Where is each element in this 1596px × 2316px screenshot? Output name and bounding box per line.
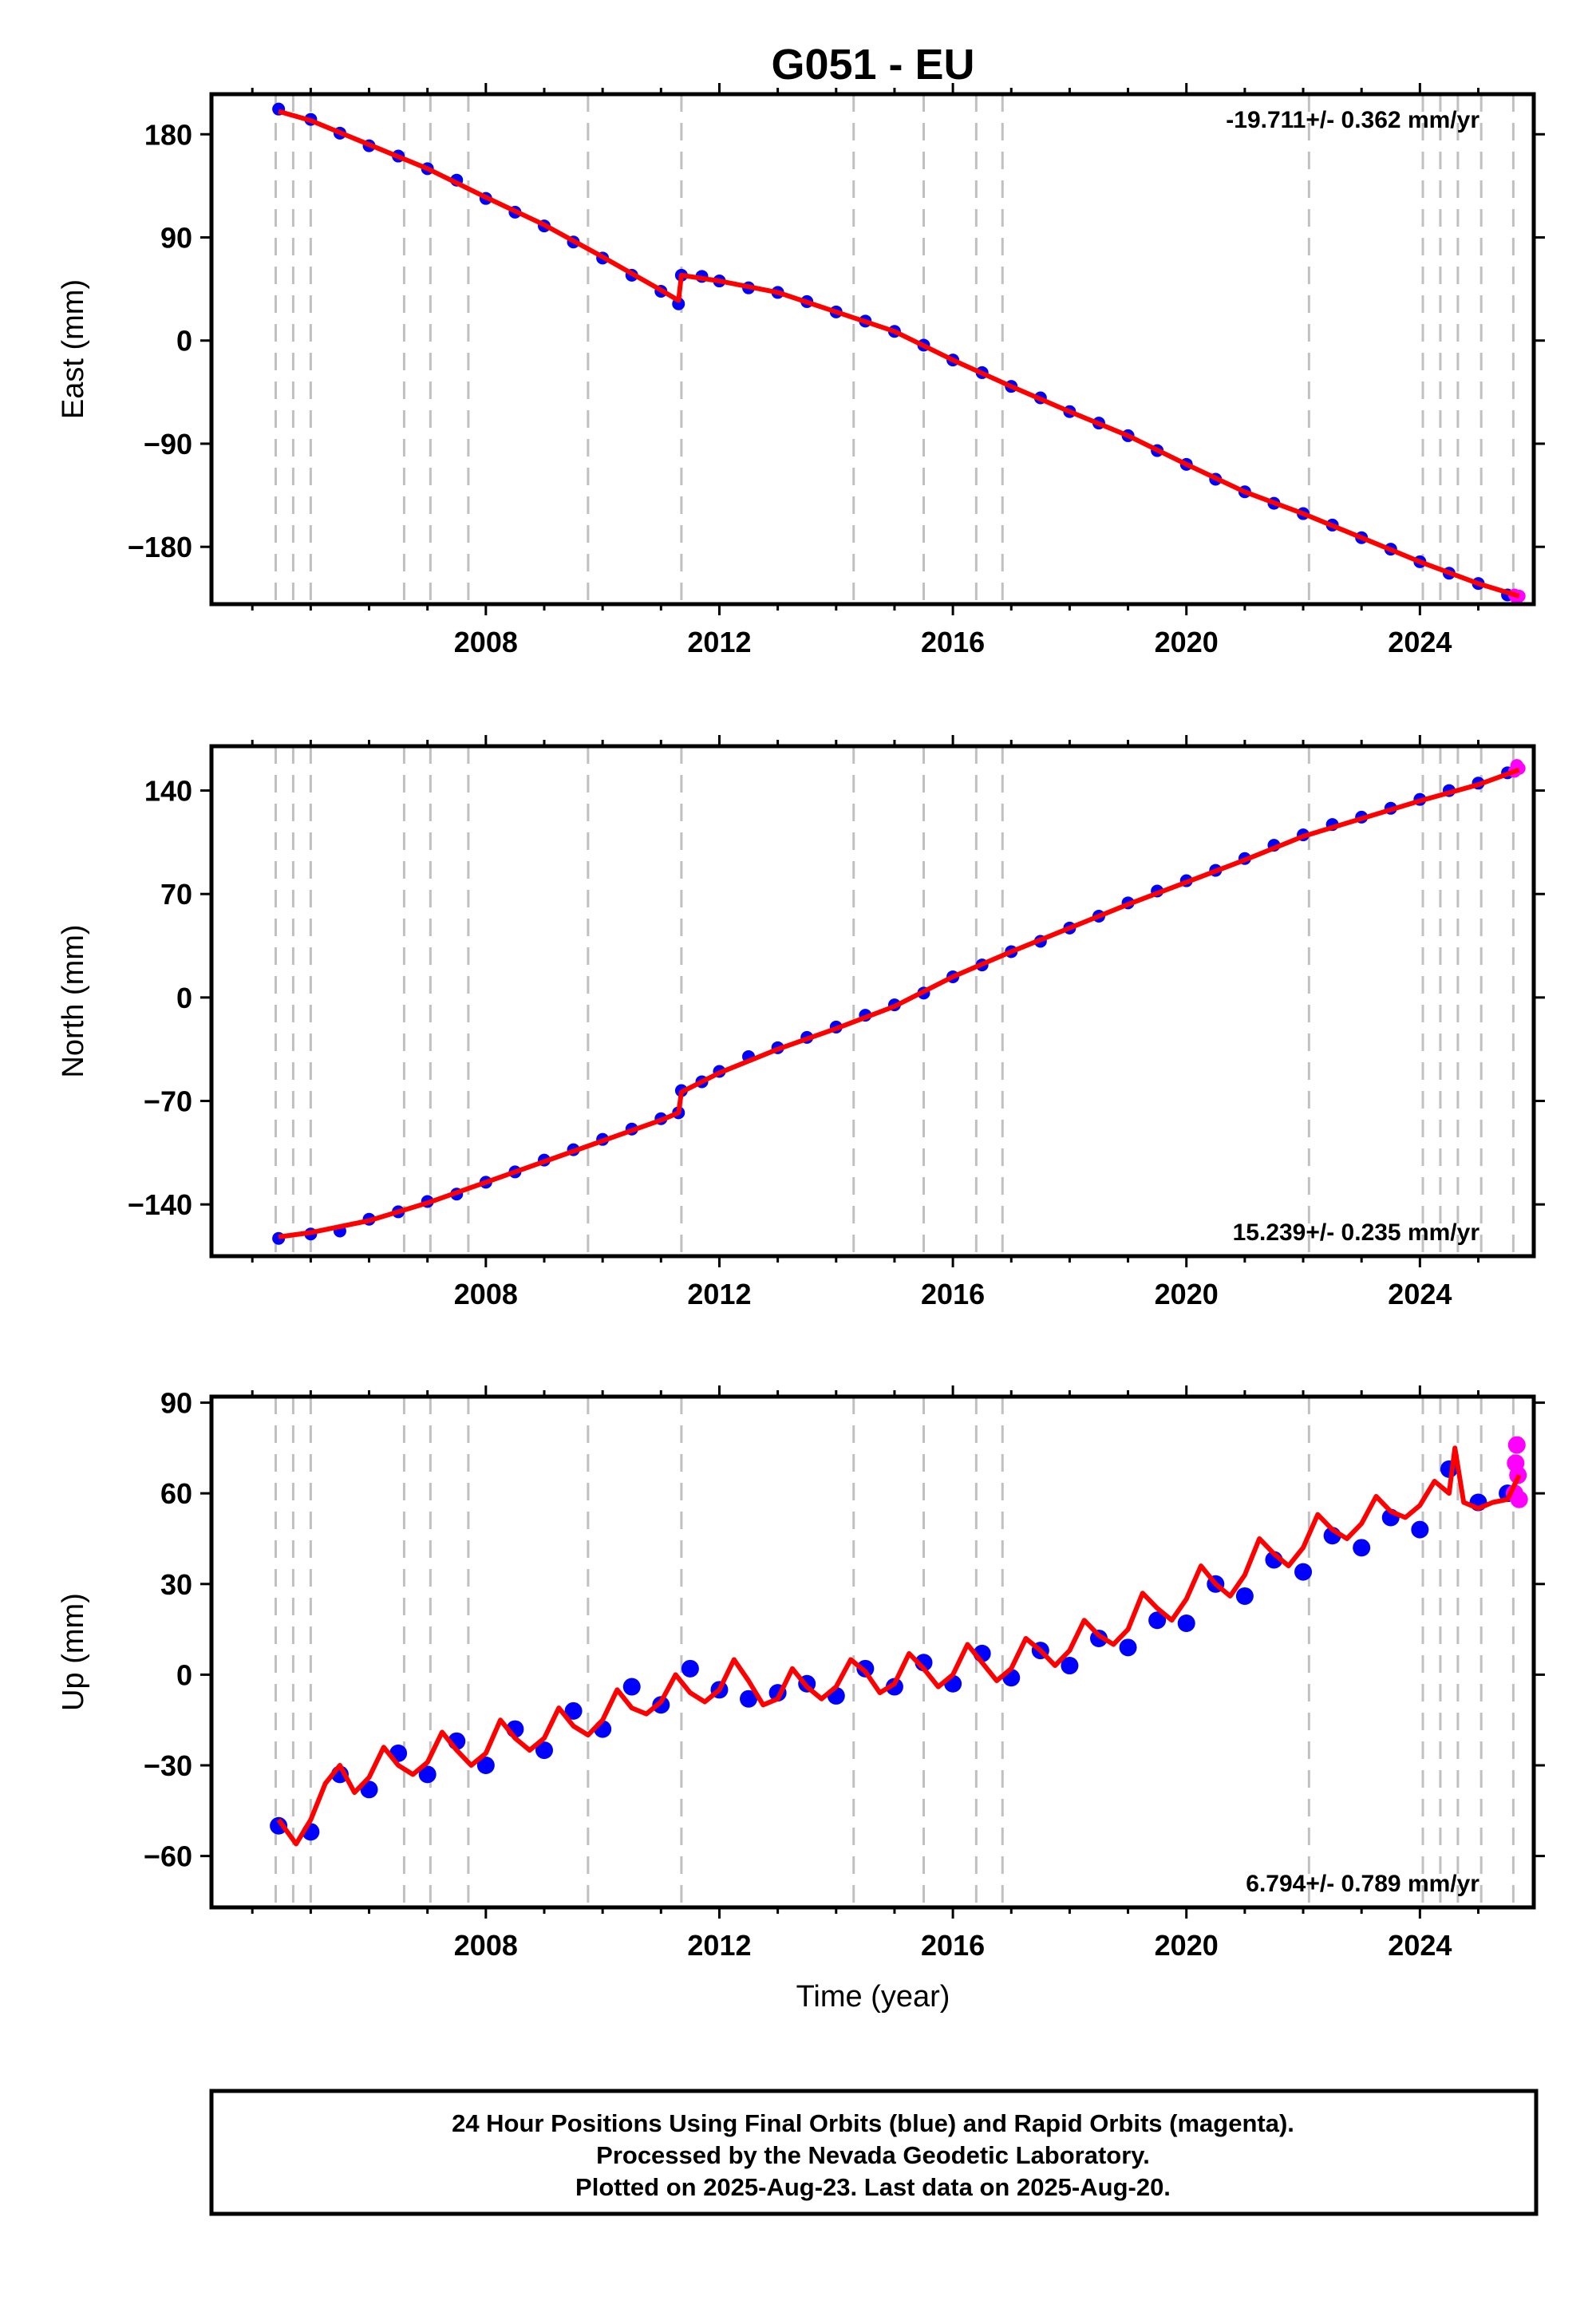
up-data-point [1411,1520,1429,1539]
east-y-tick-label: −180 [128,531,192,563]
up-model-fit-line [276,1445,1522,1847]
east-y-tick-label: −90 [144,428,192,460]
up-data-point [1119,1638,1137,1657]
up-x-tick-label: 2012 [687,1929,751,1962]
up-data-point [1353,1539,1371,1557]
north-panel: 140 70 0 −70 −140 2008 2012 2016 2020 2024 North (… [57,735,1545,1310]
north-y-tick-label: 0 [176,982,192,1014]
up-y-tick-label: 60 [160,1477,192,1510]
up-y-axis-label: Up (mm) [57,1593,90,1711]
up-x-tick-label: 2024 [1388,1929,1452,1962]
east-y-tick-label: 90 [160,221,192,254]
east-panel: 180 90 0 −90 −180 2008 2012 2016 2020 2024 East (m… [57,83,1545,658]
up-rate-label: 6.794+/- 0.789 mm/yr [1246,1871,1479,1897]
up-panel: 90 60 30 0 −30 −60 2008 2012 2016 2020 2024 Up (mm)… [57,1385,1545,1962]
up-y-tick-label: 30 [160,1568,192,1601]
east-x-tick-label: 2020 [1155,626,1219,658]
up-data-point [270,1816,288,1835]
up-data-point [740,1690,758,1708]
north-y-axis-label: North (mm) [57,924,90,1077]
up-data-point [535,1741,553,1760]
footer-line-3: Plotted on 2025-Aug-23. Last data on 202… [575,2173,1171,2201]
up-frame [209,1394,1536,1910]
up-data-point [1235,1587,1254,1605]
east-model-fit-line [278,109,1520,599]
north-y-tick-label: 140 [144,775,192,808]
up-data-point [681,1659,699,1678]
north-rate-label: 15.239+/- 0.235 mm/yr [1233,1219,1480,1246]
east-rate-label: -19.711+/- 0.362 mm/yr [1226,107,1479,133]
up-data-point [418,1765,437,1784]
north-plot-area [272,746,1526,1256]
east-x-tick-label: 2012 [687,626,751,658]
east-x-tick-label: 2024 [1388,626,1452,658]
north-x-tick-label: 2008 [454,1278,518,1310]
up-x-tick-label: 2008 [454,1929,518,1962]
up-data-point [885,1678,903,1696]
east-y-tick-label: 180 [144,118,192,151]
footer-box: 24 Hour Positions Using Final Orbits (bl… [209,2089,1539,2216]
north-x-tick-label: 2012 [687,1278,751,1310]
east-y-axis-label: East (mm) [57,279,90,419]
up-x-tick-label: 2016 [921,1929,985,1962]
x-axis-label: Time (year) [796,1980,950,2014]
east-y-tick-label: 0 [176,325,192,358]
up-data-point [1148,1611,1167,1630]
up-y-tick-label: −60 [144,1840,192,1873]
up-data-point [564,1701,583,1720]
up-data-point [1507,1436,1526,1454]
up-data-point [622,1678,641,1696]
north-x-tick-label: 2020 [1155,1278,1219,1310]
north-y-tick-label: −140 [128,1188,192,1221]
up-y-tick-label: −30 [144,1749,192,1782]
east-frame [209,92,1536,607]
up-data-point [1061,1657,1079,1675]
north-x-tick-label: 2016 [921,1278,985,1310]
up-data-point [1177,1614,1195,1633]
up-x-tick-label: 2020 [1155,1929,1219,1962]
up-data-point [1294,1563,1313,1581]
up-data-point [1510,1490,1528,1508]
east-x-tick-label: 2016 [921,626,985,658]
up-data-point [476,1757,495,1775]
up-y-tick-label: 90 [160,1387,192,1420]
east-plot-area [272,94,1526,604]
east-x-tick-label: 2008 [454,626,518,658]
north-x-tick-label: 2024 [1388,1278,1452,1310]
figure-title: G051 - EU [771,41,974,89]
up-y-tick-label: 0 [176,1658,192,1691]
footer-line-2: Processed by the Nevada Geodetic Laborat… [596,2141,1150,2169]
north-frame [209,744,1536,1259]
north-model-fit-line [278,767,1520,1239]
footer-line-1: 24 Hour Positions Using Final Orbits (bl… [452,2109,1294,2137]
north-y-tick-label: 70 [160,878,192,911]
up-plot-area [270,1397,1528,1907]
north-y-tick-label: −70 [144,1085,192,1118]
